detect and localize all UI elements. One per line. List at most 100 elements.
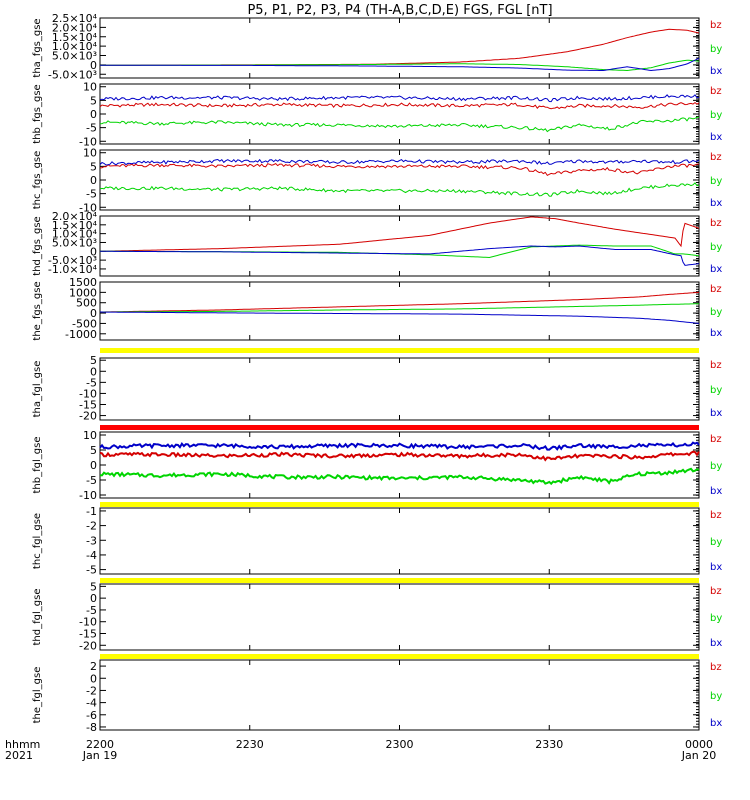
panels: 2.5×10⁴2.0×10⁴1.5×10⁴1.0×10⁴5.0×10³0-5.0… [32,12,722,734]
y-tick-label: 1.5×10⁴ [52,31,98,44]
legend-by: by [710,613,722,624]
series-line-bz [99,28,700,66]
panel-tha_fgs_gse: 2.5×10⁴2.0×10⁴1.5×10⁴1.0×10⁴5.0×10³0-5.0… [32,12,722,81]
legend-bx: bx [710,198,722,209]
y-tick-label: -20 [79,639,97,652]
y-tick-label: 500 [76,297,97,310]
y-tick-label: 10 [83,147,97,160]
y-tick-label: -5 [86,474,97,487]
legend-bx: bx [710,562,722,573]
y-axis-label: thb_fgs_gse [32,84,43,143]
y-tick-label: -500 [72,317,97,330]
y-tick-label: 0 [90,307,97,320]
y-tick-label: 5 [90,354,97,367]
legend-by: by [710,385,722,396]
series-line-bz [100,216,700,252]
x-tick-label: 2300 [386,738,414,751]
y-tick-label: 0 [90,365,97,378]
y-tick-label: 0 [90,108,97,121]
series-line-by [100,303,699,313]
y-tick-label: 0 [90,459,97,472]
y-tick-label: 5 [90,94,97,107]
y-tick-label: -4 [86,549,97,562]
y-tick-label: -10 [79,135,97,148]
flag-bar-yellow [100,502,699,507]
y-tick-label: -5 [86,604,97,617]
series-line-bx [99,158,700,166]
series-line-by [99,467,700,486]
legend-bz: bz [710,510,722,521]
y-tick-label: -8 [86,721,97,734]
legend-by: by [710,307,722,318]
y-axis-label: thb_fgl_gse [32,437,43,494]
y-tick-label: 1500 [69,276,97,289]
y-tick-label: 5 [90,160,97,173]
panel-frame [99,17,700,79]
y-tick-label: -1000 [65,328,97,341]
y-tick-label: -5 [86,376,97,389]
flag-bar-yellow [100,348,699,353]
y-axis-label: thc_fgl_gse [32,513,43,569]
legend-bx: bx [710,718,722,729]
panel-thc_fgl_gse: -1 -2-3 -4 -5 thc_fgl_gse bz by bx [32,505,722,577]
y-tick-label: -15 [79,628,97,641]
y-tick-label: 5.0×10³ [52,236,97,249]
y-tick-label: 1.5×10⁴ [52,219,98,232]
y-tick-label: -3 [86,534,97,547]
series-line-bz [99,162,699,177]
y-tick-label: 2.0×10⁴ [52,210,98,223]
panel-thd_fgl_gse: 50-5-10-15-20 thd_fgl_gse bz by bx [32,580,722,652]
legend-bx: bx [710,132,722,143]
legend-bz: bz [710,218,722,229]
y-tick-label: -1 [86,505,97,518]
y-tick-label: 0 [90,672,97,685]
y-tick-label: -5.0×10³ [48,254,97,267]
y-tick-label: 5 [90,580,97,593]
y-axis-label: tha_fgs_gse [32,18,43,77]
panel-frame [99,149,700,211]
panel-frame [99,431,700,499]
y-axis-label: thd_fgl_gse [32,589,43,646]
y-tick-label: 10 [83,429,97,442]
y-tick-label: 0 [90,592,97,605]
series-line-bz [99,450,700,462]
legend-by: by [710,242,722,253]
y-tick-label: 0 [90,174,97,187]
panel-thd_fgs_gse: 2.0×10⁴1.5×10⁴1.0×10⁴5.0×10³0-5.0×10³-1.… [32,210,722,277]
panel-frame [99,507,700,575]
y-tick-label: -1.0×10⁴ [48,263,98,276]
series-line-bx [99,441,700,451]
legend-by: by [710,110,722,121]
y-tick-label: -15 [79,399,97,412]
series-line-bx [100,311,700,324]
legend-bz: bz [710,586,722,597]
y-tick-label: -5 [86,122,97,135]
y-tick-label: -10 [79,489,97,502]
series-line-by [99,116,700,133]
x-tick-label: 2330 [535,738,563,751]
x-tick-sublabel: Jan 19 [82,749,117,762]
legend-bx: bx [710,328,722,339]
y-tick-label: 1.0×10⁴ [52,40,98,53]
legend-by: by [710,461,722,472]
legend-bz: bz [710,86,722,97]
y-tick-label: -4 [86,697,97,710]
panel-frame [99,281,700,341]
legend-bz: bz [710,152,722,163]
series-line-by [99,182,700,197]
y-tick-label: 5 [90,444,97,457]
legend-by: by [710,537,722,548]
x-axis-row-label-year: 2021 [5,749,33,762]
y-tick-label: -5.0×10³ [48,68,97,81]
panel-the_fgl_gse: 20-2-4-6-8 the_fgl_gse bz by bx [32,659,722,734]
y-tick-label: -20 [79,410,97,423]
y-axis-label: the_fgs_gse [32,281,43,340]
x-tick-label: 2230 [236,738,264,751]
flag-bar-red [100,425,699,430]
legend-bx: bx [710,638,722,649]
legend-bz: bz [710,284,722,295]
y-tick-label: 1.0×10⁴ [52,228,98,241]
